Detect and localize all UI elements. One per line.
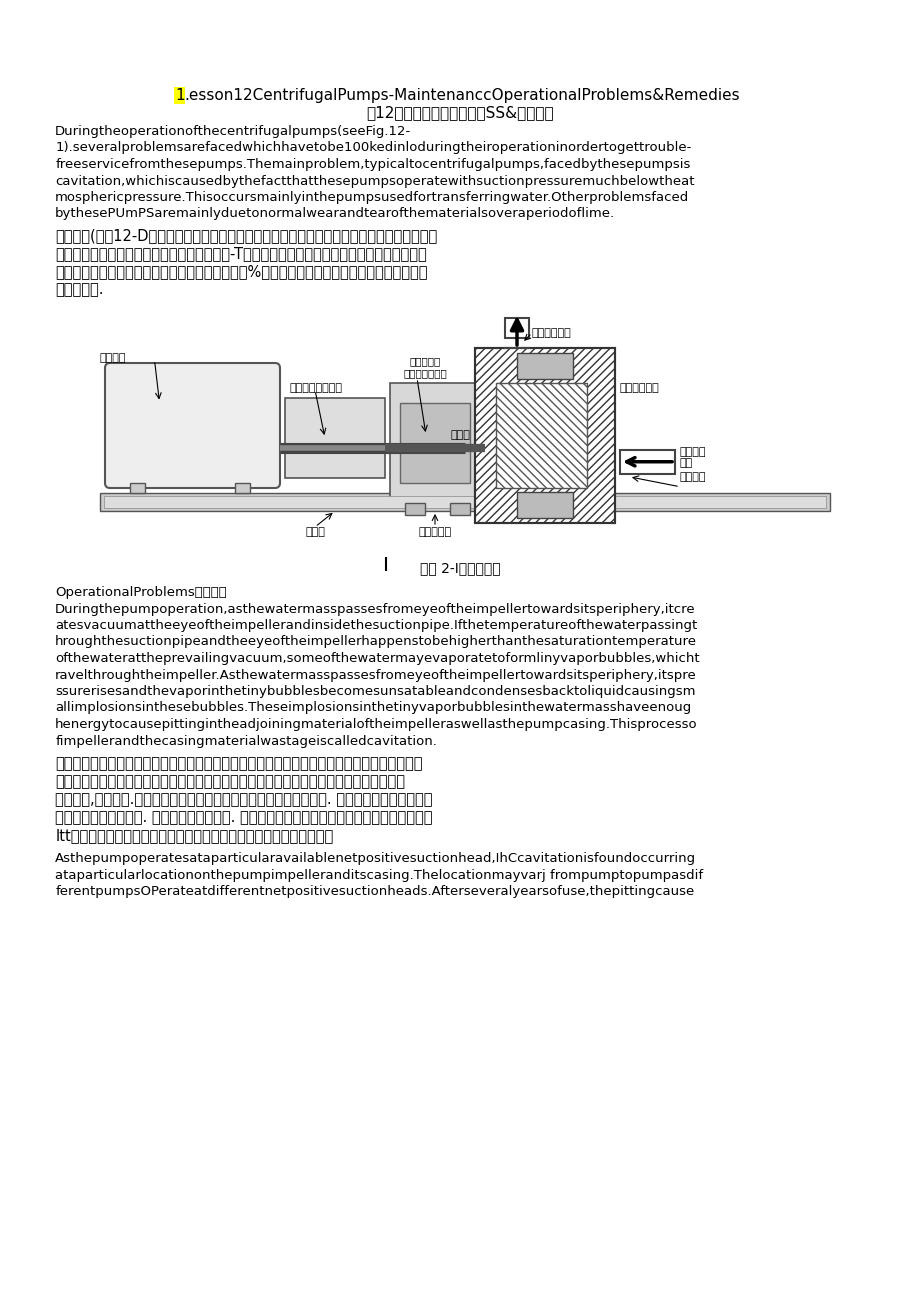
Bar xyxy=(516,492,573,518)
Text: 如通过吸入管和叶孔的水温高于在当前的真空下水的饱和温度，一的水可能会蒸发形成小的: 如通过吸入管和叶孔的水温高于在当前的真空下水的饱和温度，一的水可能会蒸发形成小的 xyxy=(55,774,404,788)
Bar xyxy=(390,382,480,503)
Text: 驱动马达: 驱动马达 xyxy=(100,353,127,363)
Text: 得不稳定并凝聚为液体. 导致在小气泡中内爆. 这些水中小气泡的内爆具有足够的能量而造成叶轮: 得不稳定并凝聚为液体. 导致在小气泡中内爆. 这些水中小气泡的内爆具有足够的能量… xyxy=(55,811,432,825)
Text: ravelthroughtheimpeller.Asthewatermasspassesfromeyeoftheimpellertowardsitsperiph: ravelthroughtheimpeller.Asthewatermasspa… xyxy=(55,669,697,682)
Bar xyxy=(104,496,825,507)
Text: 图｜ 2-I单级离心泵: 图｜ 2-I单级离心泵 xyxy=(419,561,500,575)
Text: henergytocausepittingintheadjoiningmaterialoftheimpelleraswellasthepumpcasing.Th: henergytocausepittingintheadjoiningmater… xyxy=(55,718,698,731)
Bar xyxy=(474,347,614,523)
Bar xyxy=(495,382,586,488)
Text: cavitation,whichiscausedbythefactthatthesepumpsoperatewithsuctionpressuremuchbel: cavitation,whichiscausedbythefactthatthe… xyxy=(55,174,694,187)
Text: 驱动轴: 驱动轴 xyxy=(305,527,324,537)
Text: ofthewaterattheprevailingvacuum,someofthewatermayevaporatetoformlinyvaporbubbles: ofthewaterattheprevailingvacuum,someofth… xyxy=(55,652,699,665)
Text: Duringthepumpoperation,asthewatermasspassesfromeyeoftheimpellertowardsitsperiphe: Duringthepumpoperation,asthewatermasspas… xyxy=(55,602,695,615)
Text: 在泵操作过程中，当集聚的水从叶轮中心向外相传递时，在叶片中心和吸入管内产生了真空。假: 在泵操作过程中，当集聚的水从叶轮中心向外相传递时，在叶片中心和吸入管内产生了真空… xyxy=(55,756,422,771)
Text: 1: 1 xyxy=(175,88,185,103)
Bar xyxy=(474,347,614,523)
Text: 第12课离心泵的难奸操作闽SS&补救措施: 第12课离心泵的难奸操作闽SS&补救措施 xyxy=(366,105,553,120)
Text: 力下工作的。这主要发生在用于输送水的泵中。这%泵面临的其他闽题主要是在一段时间内材料: 力下工作的。这主要发生在用于输送水的泵中。这%泵面临的其他闽题主要是在一段时间内… xyxy=(55,264,427,278)
Text: 水蒸气泡,流过叶轮.当集聚的水从叶轮中心向外国传递时，其压力增加. 而且在小气泡中的蒸气变: 水蒸气泡,流过叶轮.当集聚的水从叶轮中心向外国传递时，其压力增加. 而且在小气泡… xyxy=(55,792,432,807)
Text: Duringtheoperationofthecentrifugalpumps(seeFig.12-: Duringtheoperationofthecentrifugalpumps(… xyxy=(55,125,411,138)
Text: 水泵吸入
蜗壳: 水泵吸入 蜗壳 xyxy=(679,446,706,468)
Bar xyxy=(234,483,250,493)
Text: allimplosionsinthesebubbles.Theseimplosionsinthetinyvaporbubblesinthewatermassha: allimplosionsinthesebubbles.Theseimplosi… xyxy=(55,701,691,714)
Bar xyxy=(449,503,470,515)
Bar xyxy=(404,503,425,515)
Text: 水泵排出蜗壳: 水泵排出蜗壳 xyxy=(531,328,571,338)
Bar xyxy=(516,353,573,380)
Text: 在离心泵(见图12-D运转期间，要了解岗心泵运转期间会面临的若干闽题以使其无故障地工作。: 在离心泵(见图12-D运转期间，要了解岗心泵运转期间会面临的若干闽题以使其无故障… xyxy=(55,228,437,243)
Text: Itt印的材料以及泵壳的内噬。叶轮和泵壳材料损耗的过程被称为气泵。: Itt印的材料以及泵壳的内噬。叶轮和泵壳材料损耗的过程被称为气泵。 xyxy=(55,827,333,843)
Text: 1).severalproblemsarefacedwhichhavetobe100kedinloduringtheiroperationinordertoge: 1).severalproblemsarefacedwhichhavetobe1… xyxy=(55,142,691,155)
Bar xyxy=(619,450,675,474)
Text: 耐磨环: 耐磨环 xyxy=(449,431,470,441)
Bar xyxy=(285,398,384,477)
Text: mosphericpressure.Thisoccursmainlyinthepumpsusedfortransferringwater.Otherproble: mosphericpressure.Thisoccursmainlyinthep… xyxy=(55,191,688,204)
Text: 叶轮（闭式）: 叶轮（闭式） xyxy=(619,382,659,393)
Text: atesvacuumattheeyeoftheimpellerandinsidethesuctionpipe.Ifthetemperatureofthewate: atesvacuumattheeyeoftheimpellerandinside… xyxy=(55,619,697,632)
Text: .esson12CentrifugalPumps-MaintenanccOperationalProblems&Remedies: .esson12CentrifugalPumps-MaintenanccOper… xyxy=(184,88,739,103)
Text: hroughthesuctionpipeandtheeyeoftheimpellerhappenstobehigherthanthesaturationtemp: hroughthesuctionpipeandtheeyeoftheimpell… xyxy=(55,635,697,648)
FancyBboxPatch shape xyxy=(105,363,279,488)
Text: bythesePUmPSaremainlyduetonormalwearandtearofthematerialsoveraperiodoflime.: bythesePUmPSaremainlyduetonormalwearandt… xyxy=(55,207,615,220)
Text: Asthepumpoperatesataparticularavailablenetpositivesuctionhead,IhCcavitationisfou: Asthepumpoperatesataparticularavailablen… xyxy=(55,852,696,865)
Text: ssurerisesandthevaporinthetinybubblesbecomesunsatableandcondensesbacktoliquidcau: ssurerisesandthevaporinthetinybubblesbec… xyxy=(55,686,695,699)
Text: ataparticularlocationonthepumpimpelleranditscasing.Thelocationmayvarj frompumpto: ataparticularlocationonthepumpimpelleran… xyxy=(55,869,702,882)
Text: OperationalProblems操作何也: OperationalProblems操作何也 xyxy=(55,585,227,598)
Bar xyxy=(400,403,470,483)
Text: 离心系面彼的典型的主要闽题是气泵，造成这-T实的缘由是这些泵是在吸入压力大大低于大气压: 离心系面彼的典型的主要闽题是气泵，造成这-T实的缘由是这些泵是在吸入压力大大低于… xyxy=(55,246,426,262)
Text: 填料压盖或
旋转的机械轴封: 填料压盖或 旋转的机械轴封 xyxy=(403,356,447,379)
Text: fimpellerandthecasingmaterialwastageiscalledcavitation.: fimpellerandthecasingmaterialwastageisca… xyxy=(55,735,437,748)
Text: 联轴器和防护装置: 联轴器和防护装置 xyxy=(289,382,343,393)
Text: 叶轮入口: 叶轮入口 xyxy=(679,472,706,481)
Bar xyxy=(505,317,528,338)
Text: ferentpumpsOPerateatdifferentnetpositivesuctionheads.Afterseveralyearsofuse,thep: ferentpumpsOPerateatdifferentnetpositive… xyxy=(55,885,694,898)
Text: 驱动轴轴承: 驱动轴轴承 xyxy=(418,527,451,537)
Bar xyxy=(100,493,829,511)
Text: freeservicefromthesepumps.Themainproblem,typicaltocentrifugalpumps,facedbythesep: freeservicefromthesepumps.Themainproblem… xyxy=(55,157,690,170)
Bar xyxy=(495,382,586,488)
Text: 的正常磨根.: 的正常磨根. xyxy=(55,282,104,297)
Bar xyxy=(130,483,145,493)
